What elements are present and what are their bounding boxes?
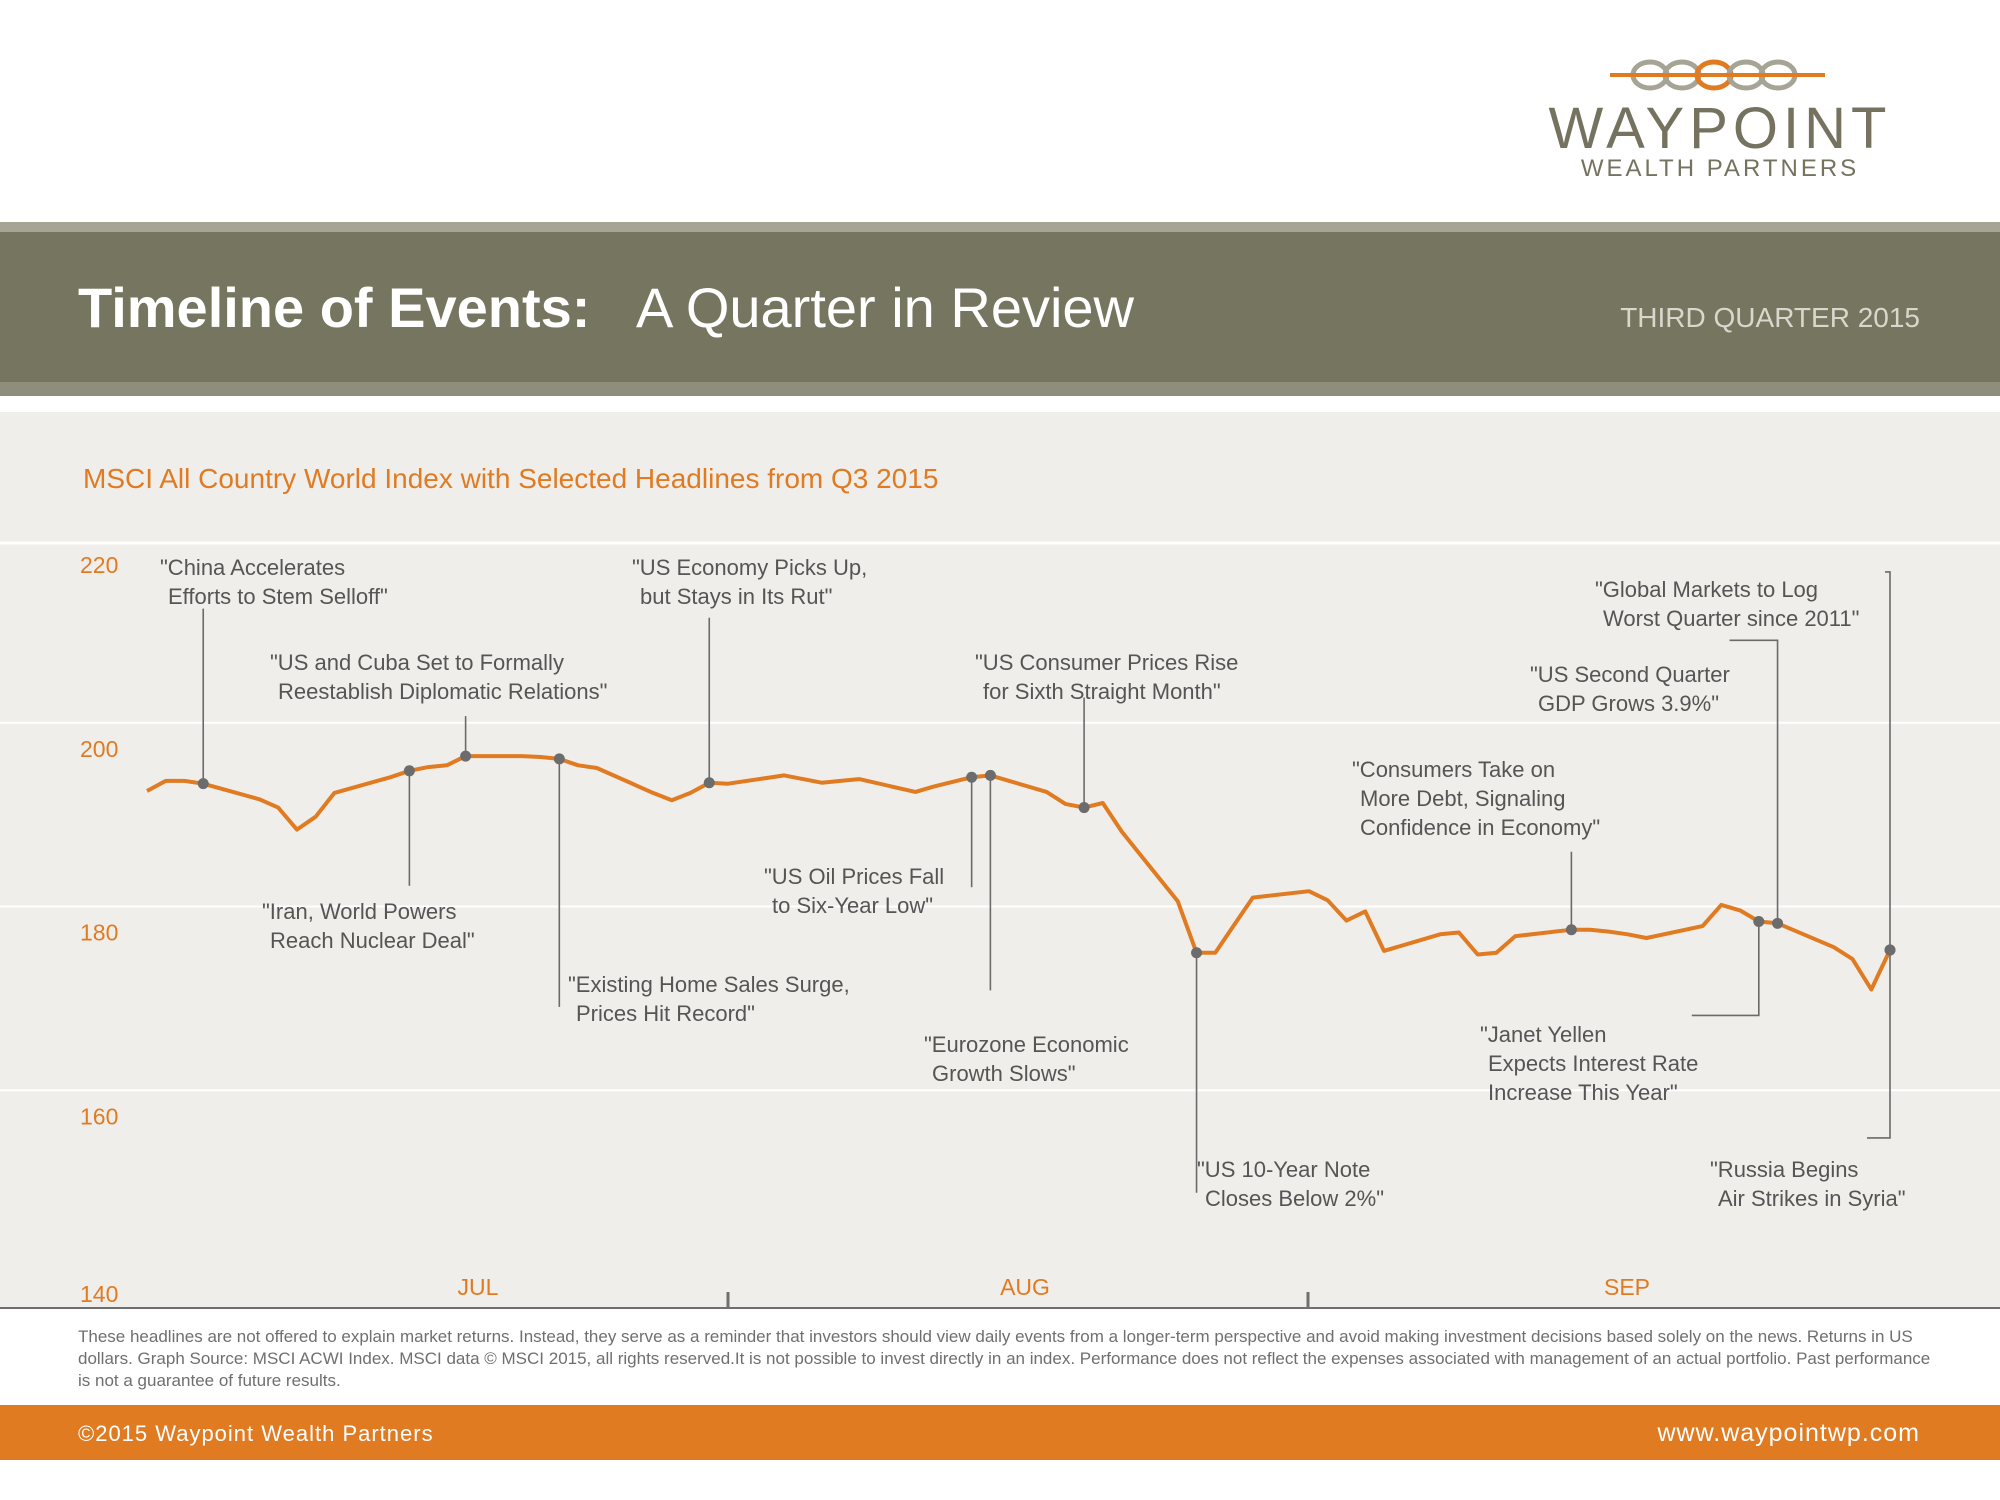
headline-text-line: Worst Quarter since 2011" [1603, 606, 1860, 631]
headline-annotation: "Global Markets to Log Worst Quarter sinc… [1595, 575, 1859, 633]
headline-annotation: "US Second Quarter GDP Grows 3.9%" [1530, 660, 1730, 718]
series-line-msci-acwi [146, 754, 1892, 992]
headline-text-line: "Russia Begins [1710, 1157, 1859, 1182]
line-chart: 220 200 180 160 140 JUL AUG SEP [0, 541, 2000, 1309]
headline-text-line: "Eurozone Economic [924, 1032, 1129, 1057]
headline-text-line: Expects Interest Rate [1488, 1051, 1699, 1076]
headline-annotation: "Janet Yellen Expects Interest Rate Increa… [1480, 1020, 1698, 1107]
annotation-leader-line [1691, 921, 1760, 1017]
headline-annotation: "US and Cuba Set to Formally Reestablish … [270, 648, 607, 706]
logo-wordmark: WAYPOINT [1548, 96, 1892, 161]
headline-text-line: "US Economy Picks Up, [632, 555, 868, 580]
headline-text-line: "Global Markets to Log [1595, 577, 1819, 602]
chart-panel [0, 412, 2000, 1308]
annotation-marker-dot [703, 777, 715, 789]
page-title-bold: Timeline of Events: [78, 276, 591, 339]
x-tick-label: JUL [458, 1274, 499, 1300]
headline-annotation: "Consumers Take on More Debt, Signaling Co… [1352, 755, 1600, 842]
annotation-marker-dot [1753, 915, 1765, 927]
headline-text-line: Air Strikes in Syria" [1718, 1186, 1906, 1211]
header-top-rule [0, 222, 2000, 232]
annotation-marker-dot [197, 778, 209, 790]
y-tick-label: 180 [80, 920, 118, 946]
headline-annotation: "US Economy Picks Up, but Stays in Its Ru… [632, 553, 867, 611]
headline-text-line: GDP Grows 3.9%" [1538, 691, 1720, 716]
headline-annotation: "Russia Begins Air Strikes in Syria" [1710, 1155, 1906, 1213]
chart-title: MSCI All Country World Index with Select… [83, 463, 939, 494]
headline-text-line: Efforts to Stem Selloff" [168, 584, 388, 609]
headline-text-line: "Janet Yellen [1480, 1022, 1607, 1047]
annotation-marker-dot [966, 771, 978, 783]
headline-annotation: "US Oil Prices Fall to Six-Year Low" [764, 862, 944, 920]
annotation-marker-dot [1884, 944, 1896, 956]
y-tick-label: 160 [80, 1103, 118, 1129]
headline-text-line: "US Consumer Prices Rise [975, 650, 1239, 675]
headline-text-line: Growth Slows" [932, 1061, 1076, 1086]
headline-annotation: "US 10-Year Note Closes Below 2%" [1197, 1155, 1384, 1213]
annotation-marker-dot [1078, 802, 1090, 814]
headline-text-line: Prices Hit Record" [576, 1001, 755, 1026]
annotation-leader-line [1885, 571, 1891, 950]
footer-bar [0, 1405, 2000, 1460]
annotation-leader-line [1729, 639, 1779, 924]
title-banner [0, 232, 2000, 382]
headline-text-line: for Sixth Straight Month" [983, 679, 1221, 704]
headline-text-line: but Stays in Its Rut" [640, 584, 833, 609]
logo-tagline: WEALTH PARTNERS [1580, 155, 1860, 182]
headline-text-line: Closes Below 2%" [1205, 1186, 1384, 1211]
headline-text-line: "China Accelerates [160, 555, 346, 580]
headline-annotation: "China Accelerates Efforts to Stem Sellof… [160, 553, 388, 611]
headline-annotation: "Eurozone Economic Growth Slows" [924, 1030, 1129, 1088]
disclaimer-footnote: These headlines are not offered to expla… [78, 1327, 1931, 1390]
headline-text-line: "US Oil Prices Fall [764, 864, 945, 889]
x-tick-label: SEP [1604, 1274, 1650, 1300]
quarter-label: THIRD QUARTER 2015 [1620, 302, 1920, 333]
headline-annotation: "Existing Home Sales Surge, Prices Hit Re… [568, 970, 850, 1028]
headline-text-line: Increase This Year" [1488, 1080, 1678, 1105]
annotation-marker-dot [403, 765, 415, 777]
annotation-marker-dot [1565, 924, 1577, 936]
headline-text-line: Confidence in Economy" [1360, 815, 1601, 840]
headline-text-line: "Iran, World Powers [262, 899, 457, 924]
copyright-text: ©2015 Waypoint Wealth Partners [78, 1421, 434, 1446]
y-tick-label: 140 [80, 1281, 118, 1307]
headline-text-line: "US 10-Year Note [1197, 1157, 1371, 1182]
annotation-marker-dot [984, 769, 996, 781]
headline-text-line: "Existing Home Sales Surge, [568, 972, 850, 997]
headline-annotation: "US Consumer Prices Rise for Sixth Straig… [975, 648, 1238, 706]
headline-text-line: "US Second Quarter [1530, 662, 1730, 687]
annotation-marker-dot [460, 750, 472, 762]
headline-text-line: to Six-Year Low" [772, 893, 934, 918]
website-link[interactable]: www.waypointwp.com [1657, 1419, 1920, 1447]
headline-text-line: "Consumers Take on [1352, 757, 1556, 782]
headline-text-line: Reestablish Diplomatic Relations" [278, 679, 608, 704]
headline-annotation: "Iran, World Powers Reach Nuclear Deal" [262, 897, 475, 955]
annotation-marker-dot [553, 753, 565, 765]
page-title-light: A Quarter in Review [636, 276, 1134, 339]
headline-text-line: Reach Nuclear Deal" [270, 928, 475, 953]
annotation-marker-dot [1772, 917, 1784, 929]
headline-text-line: "US and Cuba Set to Formally [270, 650, 564, 675]
annotation-leader-line [1867, 949, 1891, 1139]
logo: WAYPOINT WEALTH PARTNERS [1530, 55, 1910, 185]
annotation-marker-dot [1191, 947, 1203, 959]
x-tick-label: AUG [1000, 1274, 1050, 1300]
headline-text-line: More Debt, Signaling [1360, 786, 1566, 811]
logo-rings-icon [1610, 59, 1825, 91]
banner-bottom-rule [0, 382, 2000, 396]
y-tick-label: 220 [80, 552, 118, 578]
y-tick-label: 200 [80, 736, 118, 762]
